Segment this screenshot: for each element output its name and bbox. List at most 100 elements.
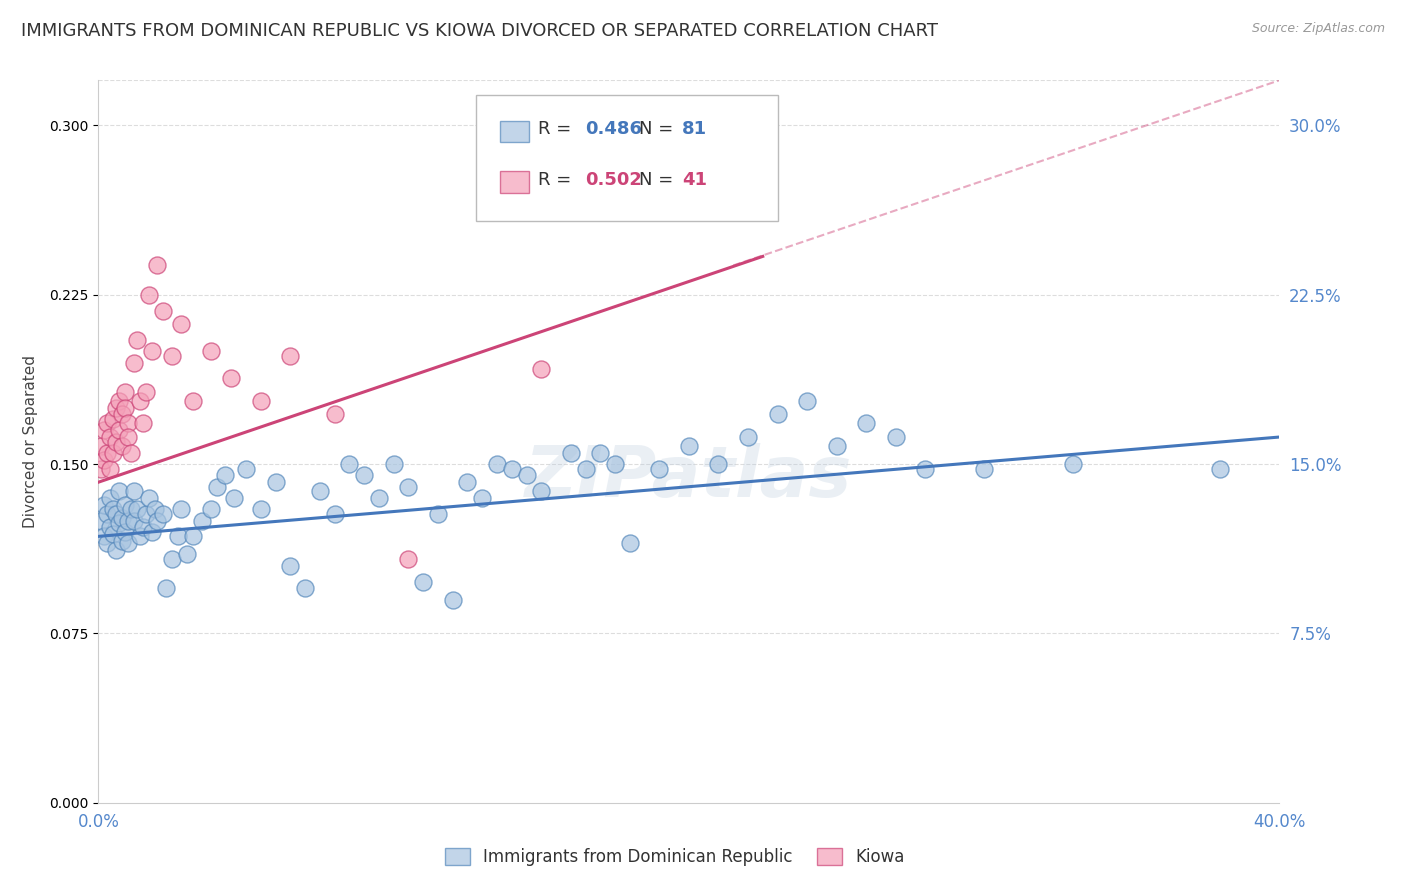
Point <box>98 461 121 475</box>
Point <box>973 461 995 475</box>
Point <box>516 468 538 483</box>
Point <box>155 582 177 596</box>
Point <box>339 457 361 471</box>
Text: 0.502: 0.502 <box>585 171 643 189</box>
Point <box>280 349 302 363</box>
Point <box>120 502 142 516</box>
Point <box>111 511 134 525</box>
Point <box>323 507 346 521</box>
Text: ZIPatlas: ZIPatlas <box>526 443 852 512</box>
Point <box>111 439 134 453</box>
Point <box>441 592 464 607</box>
Point <box>398 480 420 494</box>
Point <box>117 430 139 444</box>
Point <box>707 457 730 471</box>
Point <box>589 446 612 460</box>
Point <box>146 259 169 273</box>
Point <box>114 401 136 415</box>
FancyBboxPatch shape <box>501 120 530 143</box>
Point <box>191 514 214 528</box>
Point <box>200 502 222 516</box>
Point <box>170 317 193 331</box>
Point <box>176 548 198 562</box>
Point <box>648 461 671 475</box>
Point <box>152 303 174 318</box>
Point <box>224 491 246 505</box>
Point <box>382 457 405 471</box>
Legend: Immigrants from Dominican Republic, Kiowa: Immigrants from Dominican Republic, Kiow… <box>436 840 914 875</box>
Text: R =: R = <box>537 171 576 189</box>
Point <box>96 536 118 550</box>
Point <box>135 507 157 521</box>
Point <box>294 582 316 596</box>
Point <box>855 417 877 431</box>
Text: 41: 41 <box>682 171 707 189</box>
Point <box>214 468 236 483</box>
Point <box>132 520 155 534</box>
Point <box>678 439 700 453</box>
Point <box>117 514 139 528</box>
Point <box>141 524 163 539</box>
Text: Source: ZipAtlas.com: Source: ZipAtlas.com <box>1251 22 1385 36</box>
Point <box>501 461 523 475</box>
Point <box>323 408 346 422</box>
Point <box>796 393 818 408</box>
Point <box>530 362 553 376</box>
Point <box>98 430 121 444</box>
Point <box>205 480 228 494</box>
Point <box>117 536 139 550</box>
Text: N =: N = <box>640 171 679 189</box>
Point <box>737 430 759 444</box>
Point <box>737 191 759 205</box>
Point <box>96 417 118 431</box>
Point <box>143 502 166 516</box>
Point <box>114 498 136 512</box>
Point <box>103 412 125 426</box>
Point <box>250 393 273 408</box>
Point <box>103 502 125 516</box>
Point <box>170 502 193 516</box>
Point <box>575 461 598 475</box>
Point <box>108 516 131 530</box>
Point <box>90 439 112 453</box>
Point <box>90 514 112 528</box>
Point <box>105 434 128 449</box>
Point <box>825 439 848 453</box>
Point <box>471 491 494 505</box>
Point <box>114 524 136 539</box>
Point <box>122 514 145 528</box>
Point <box>250 502 273 516</box>
Text: N =: N = <box>640 120 679 138</box>
Point <box>125 502 148 516</box>
Point <box>105 507 128 521</box>
Point <box>1209 461 1232 475</box>
Point <box>162 552 183 566</box>
Point <box>111 533 134 548</box>
Point <box>221 371 243 385</box>
Point <box>280 558 302 573</box>
Point <box>132 417 155 431</box>
Point <box>427 507 450 521</box>
Point <box>619 536 641 550</box>
Point <box>138 287 160 301</box>
Point <box>560 446 582 460</box>
Point <box>146 514 169 528</box>
Point <box>181 393 204 408</box>
Point <box>914 461 936 475</box>
Point <box>93 529 115 543</box>
Point <box>103 527 125 541</box>
Point <box>98 491 121 505</box>
FancyBboxPatch shape <box>477 95 778 221</box>
Point <box>103 446 125 460</box>
Point <box>117 417 139 431</box>
Point <box>105 401 128 415</box>
Point <box>128 529 150 543</box>
Point <box>1062 457 1084 471</box>
Point <box>309 484 332 499</box>
Point <box>108 393 131 408</box>
Point <box>90 461 112 475</box>
Y-axis label: Divorced or Separated: Divorced or Separated <box>22 355 38 528</box>
Point <box>530 484 553 499</box>
Point <box>135 384 157 399</box>
Point <box>96 446 118 460</box>
